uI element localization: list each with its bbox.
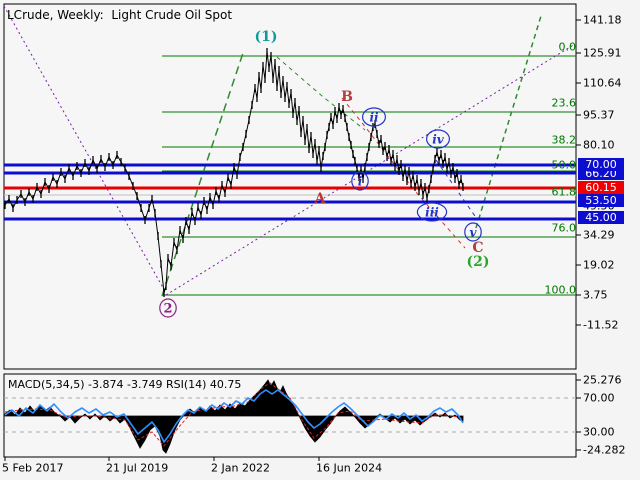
y-axis-label: 125.91 [583,46,622,60]
wave-label-(1): (1) [255,29,278,45]
wave-circle-i [351,171,369,191]
price-box-70.00: 70.00 [578,158,624,171]
y-axis-label: 3.75 [583,288,608,302]
price-box-53.50: 53.50 [578,194,624,207]
fib-label-0.0: 0.0 [558,40,577,54]
wave-label-A: A [314,191,327,207]
indicator-header: MACD(5,34,5) -3.874 -3.749 RSI(14) 40.75 [8,378,242,391]
indicator-y-axis-label: -24.282 [583,443,626,457]
wave-label-iii: iii [425,205,439,219]
wave-circle-2 [159,298,177,318]
x-axis-label: 16 Jun 2024 [316,461,383,475]
wave-circle-iv [426,129,451,149]
y-axis-label: 95.37 [583,108,615,122]
price-box-45.00: 45.00 [578,211,624,224]
wave-label-(2): (2) [467,254,490,270]
wave-label-i: i [358,174,363,188]
fib-label-38.2: 38.2 [551,133,577,147]
wave-circle-ii [362,107,387,127]
green-impulse-line [161,52,244,297]
wave-label-B: B [341,89,353,105]
y-axis-label: -11.52 [583,318,619,332]
y-axis-label: 19.02 [583,258,615,272]
wave-label-ii: ii [369,110,379,124]
wave-circle-v [464,222,482,242]
indicator-y-axis-label: 70.00 [583,391,615,405]
y-axis-label: 110.64 [583,76,622,90]
macd-signal-line [4,382,464,447]
y-axis-label: 141.18 [583,13,622,27]
wave-circle-iii [416,202,448,222]
fib-label-76.0: 76.0 [551,221,577,235]
fib-label-100.0: 100.0 [544,283,577,297]
fib-label-61.8: 61.8 [551,185,577,199]
x-axis-label: 5 Feb 2017 [2,461,64,475]
wave-label-iv: iv [432,132,445,146]
wave-label-v: v [470,225,478,239]
price-series [4,51,464,294]
price-box-60.15: 60.15 [578,181,624,194]
y-axis-label: 80.10 [583,138,615,152]
wave-label-C: C [472,240,483,256]
chart-title: LCrude, Weekly: Light Crude Oil Spot [7,8,233,22]
x-axis-label: 2 Jan 2022 [211,461,270,475]
fib-label-50.0: 50.0 [551,158,577,172]
indicator-y-axis-label: 25.276 [583,373,622,387]
red-decline-from-B [341,97,466,249]
wave-label-2: 2 [163,302,172,317]
y-axis-label: 34.29 [583,228,615,242]
green-decline-from-1 [276,56,366,131]
fib-label-23.6: 23.6 [551,96,577,110]
x-axis-label: 21 Jul 2019 [106,461,169,475]
rsi-line [4,389,464,443]
green-forecast-up [475,15,542,229]
indicator-y-axis-label: 30.00 [583,425,615,439]
